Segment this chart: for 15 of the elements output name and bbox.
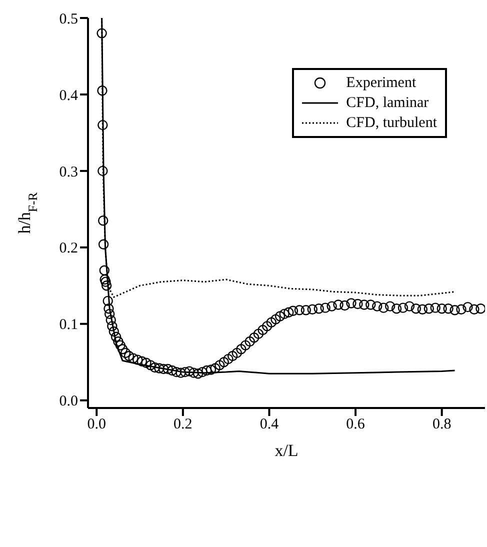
y-tick-label: 0.0 bbox=[59, 394, 78, 410]
y-tick-label: 0.2 bbox=[59, 240, 78, 257]
x-tick-label: 0.2 bbox=[174, 416, 192, 433]
x-tick-label: 0.6 bbox=[346, 416, 366, 433]
y-tick-label: 0.5 bbox=[59, 11, 78, 28]
y-tick-label: 0.4 bbox=[59, 88, 78, 104]
legend-label: CFD, turbulent bbox=[346, 114, 437, 132]
y-tick-label: 0.3 bbox=[59, 164, 78, 180]
legend-label: CFD, laminar bbox=[346, 94, 429, 112]
x-tick-label: 0.0 bbox=[87, 416, 106, 433]
x-axis-title: x/L bbox=[274, 441, 298, 460]
y-tick-label: 0.1 bbox=[59, 317, 78, 334]
x-tick-label: 0.8 bbox=[432, 416, 452, 433]
legend-label: Experiment bbox=[346, 74, 416, 92]
x-tick-label: 0.4 bbox=[260, 416, 280, 433]
